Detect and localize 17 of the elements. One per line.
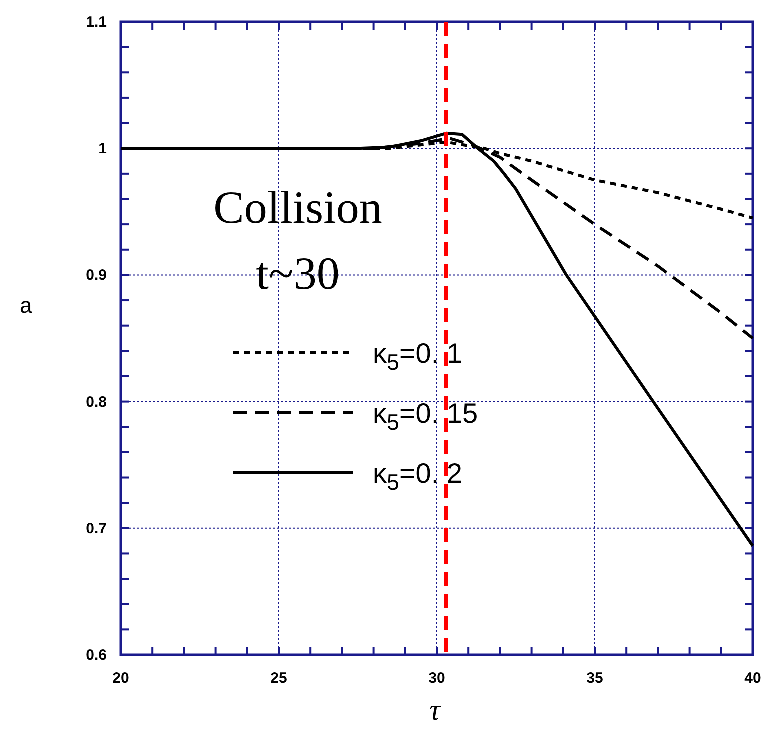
y-tick-label: 0.7 bbox=[86, 520, 107, 538]
x-axis-title: τ bbox=[430, 694, 442, 727]
legend-label: κ$_{5}$=0. 15 bbox=[373, 398, 478, 435]
y-tick-label: 0.9 bbox=[86, 267, 107, 284]
y-tick-label: 0.8 bbox=[86, 394, 107, 411]
y-tick-label: 0.6 bbox=[86, 647, 107, 664]
x-tick-label: 40 bbox=[744, 670, 762, 687]
y-tick-label: 1 bbox=[98, 140, 107, 158]
x-tick-label: 25 bbox=[270, 670, 288, 687]
y-axis-title: a bbox=[20, 293, 33, 318]
annotation: Collision t~30 bbox=[214, 182, 382, 299]
x-tick-label: 20 bbox=[112, 670, 130, 687]
x-tick-label: 30 bbox=[428, 670, 446, 687]
x-tick-label: 35 bbox=[586, 670, 604, 687]
y-tick-label: 1.1 bbox=[86, 14, 107, 31]
legend-label: κ$_{5}$=0. 2 bbox=[373, 458, 463, 495]
legend-label: κ$_{5}$=0. 1 bbox=[373, 338, 463, 375]
